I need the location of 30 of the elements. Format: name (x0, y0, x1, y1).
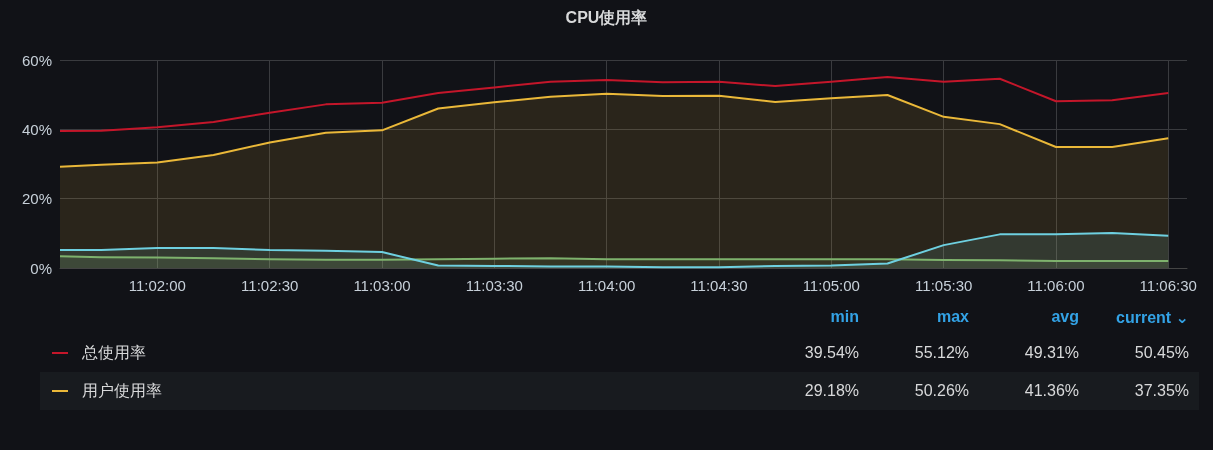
x-tick-label: 11:03:30 (465, 277, 523, 294)
legend-label: 总使用率 (82, 342, 147, 363)
line-series (59, 75, 1170, 133)
y-tick-label: 60% (21, 51, 52, 69)
text: avg (1050, 308, 1080, 326)
chart-title: CPU使用率 (565, 7, 648, 26)
text: 39.54% (803, 344, 860, 362)
y-tick-label: 0% (30, 259, 52, 277)
text: 41.36% (1023, 382, 1080, 400)
x-tick-label: 11:05:30 (915, 277, 973, 294)
x-tick-label: 11:04:30 (690, 277, 748, 294)
text: 55.12% (913, 344, 970, 362)
text: max (935, 308, 970, 326)
x-tick-label: 11:03:00 (353, 277, 411, 294)
y-tick-label: 20% (21, 190, 52, 208)
text: 50.26% (913, 382, 970, 400)
y-tick-label: 40% (21, 120, 52, 138)
legend-label: 用户使用率 (82, 380, 163, 401)
x-tick-label: 11:02:00 (128, 277, 186, 294)
text: 29.18% (803, 382, 860, 400)
text: 49.31% (1023, 344, 1080, 362)
x-tick-label: 11:06:00 (1027, 277, 1085, 294)
text: 50.45% (1133, 344, 1190, 362)
text: min (829, 308, 860, 326)
text: current ⌄ (1115, 307, 1190, 327)
x-tick-label: 11:02:30 (241, 277, 299, 294)
x-tick-label: 11:05:00 (802, 277, 860, 294)
x-tick-label: 11:04:00 (578, 277, 636, 294)
text: 37.35% (1133, 382, 1190, 400)
x-tick-label: 11:06:30 (1139, 277, 1197, 294)
